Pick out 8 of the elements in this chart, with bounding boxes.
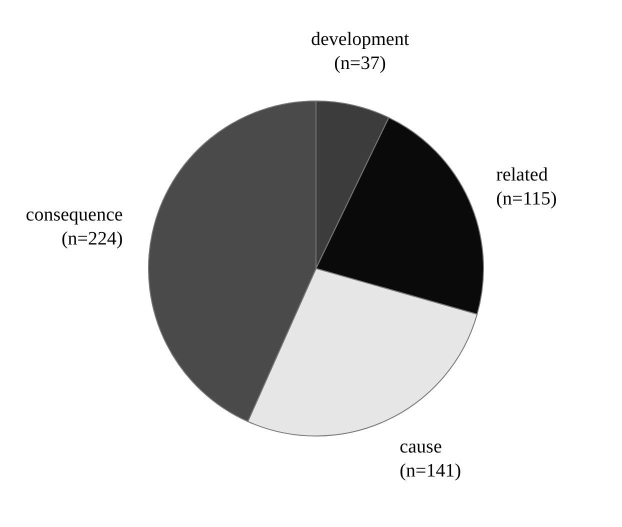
- data-label: (n=115): [496, 188, 557, 210]
- data-label: (n=224): [61, 228, 123, 250]
- slice-label: cause: [400, 436, 442, 458]
- data-label: (n=141): [400, 460, 462, 482]
- data-label: (n=37): [334, 52, 386, 74]
- slice-label: development: [310, 28, 410, 50]
- slice-label: related: [496, 164, 548, 186]
- slice-label: consequence: [26, 204, 123, 226]
